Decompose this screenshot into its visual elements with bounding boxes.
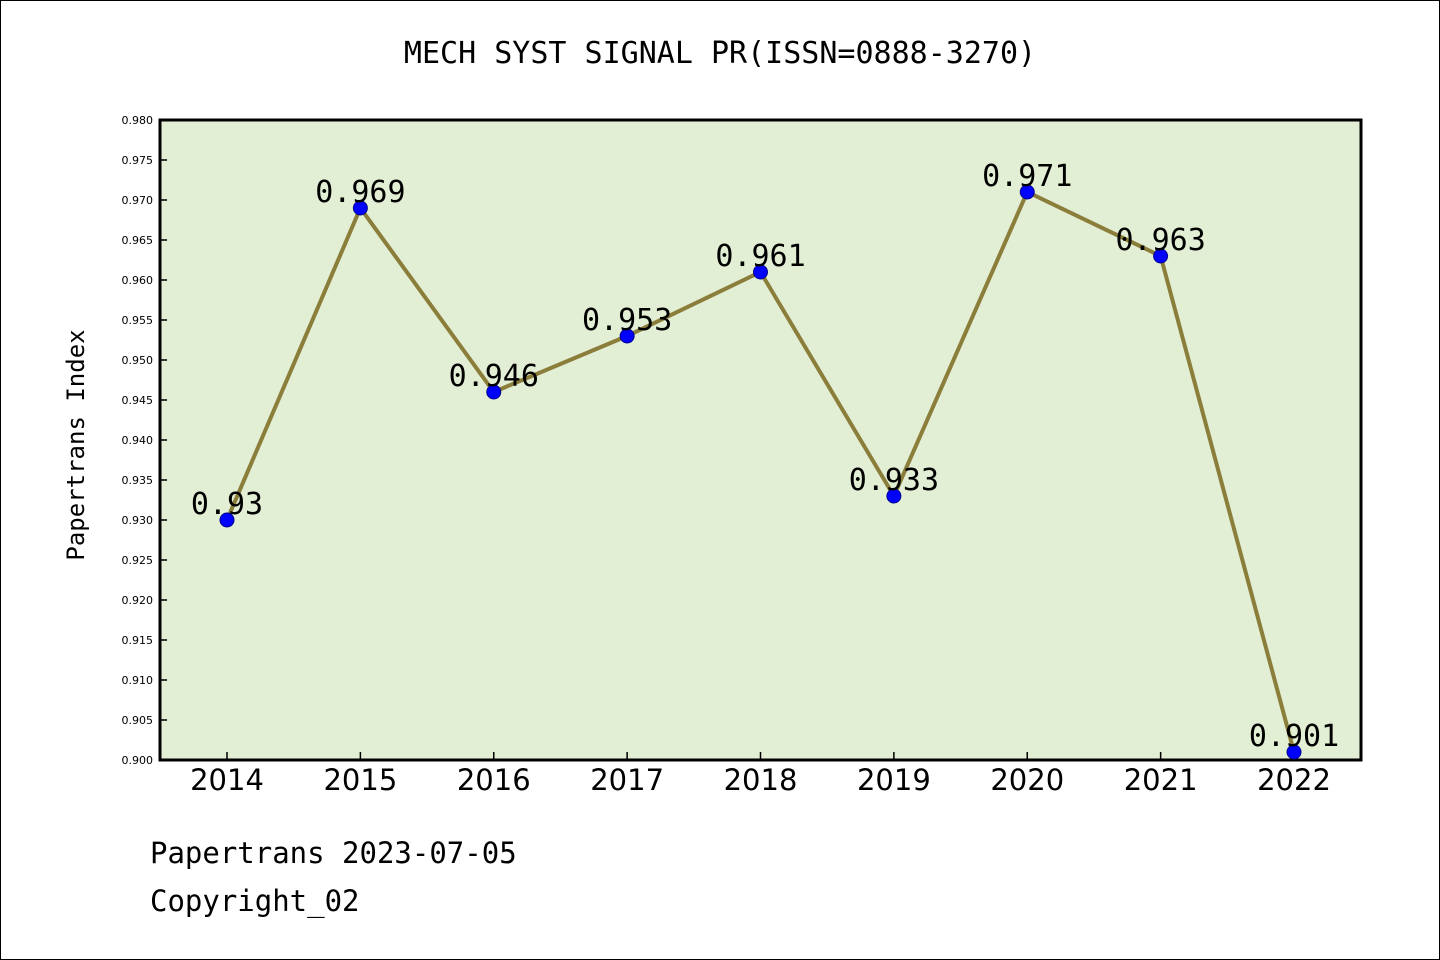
x-tick-label: 2020: [990, 763, 1064, 797]
y-tick-label: 0.965: [122, 234, 154, 247]
y-tick-label: 0.930: [122, 514, 154, 527]
x-tick-label: 2021: [1124, 763, 1198, 797]
data-point-2017: [619, 328, 635, 344]
data-point-2020: [1019, 184, 1035, 200]
y-tick-label: 0.915: [122, 634, 154, 647]
y-axis: 0.900 0.905 0.910 0.915 0.920 0.925 0.930 0.935…: [122, 114, 167, 767]
data-point-2021: [1153, 248, 1169, 264]
data-point-2016: [486, 384, 502, 400]
x-tick-label: 2016: [457, 763, 531, 797]
y-tick-label: 0.955: [122, 314, 154, 327]
y-tick-label: 0.940: [122, 434, 154, 447]
data-label-2015: 0.969: [315, 175, 405, 210]
x-tick-label: 2014: [190, 763, 264, 797]
data-point-2019: [886, 488, 902, 504]
data-label-2019: 0.933: [849, 463, 939, 498]
x-tick-label: 2017: [590, 763, 664, 797]
x-tick-label: 2015: [323, 763, 397, 797]
y-tick-label: 0.900: [122, 754, 154, 767]
y-tick-label: 0.905: [122, 714, 154, 727]
series-markers: [219, 184, 1302, 760]
data-label-2016: 0.946: [449, 359, 539, 394]
footer-copyright: Copyright_02: [150, 884, 360, 918]
y-tick-label: 0.970: [122, 194, 154, 207]
data-label-2020: 0.971: [982, 159, 1072, 194]
y-tick-label: 0.925: [122, 554, 154, 567]
y-tick-label: 0.945: [122, 394, 154, 407]
y-tick-label: 0.980: [122, 114, 154, 127]
footer-date: Papertrans 2023-07-05: [150, 836, 517, 870]
data-point-2018: [753, 264, 768, 280]
y-tick-label: 0.910: [122, 674, 154, 687]
data-labels: 0.93 0.969 0.946 0.953 0.961 0.933 0.971 0.963 0…: [191, 159, 1339, 754]
plot-area: [158, 118, 1363, 762]
data-point-2014: [219, 512, 235, 528]
data-label-2017: 0.953: [582, 303, 672, 338]
data-label-2014: 0.93: [191, 487, 263, 522]
data-point-2022: [1286, 744, 1302, 760]
y-tick-label: 0.975: [122, 154, 154, 167]
data-label-2018: 0.961: [715, 239, 805, 274]
x-tick-label: 2022: [1257, 763, 1331, 797]
chart-title: MECH SYST SIGNAL PR(ISSN=0888-3270): [403, 36, 1037, 71]
data-label-2021: 0.963: [1115, 223, 1205, 258]
x-tick-label: 2019: [857, 763, 931, 797]
y-tick-label: 0.950: [122, 354, 154, 367]
x-axis: 2014 2015 2016 2017 2018 2019 2020 2021 2022: [190, 752, 1331, 797]
y-tick-label: 0.960: [122, 274, 154, 287]
y-axis-title: Papertrans Index: [62, 329, 90, 560]
y-tick-label: 0.935: [122, 474, 154, 487]
x-tick-label: 2018: [724, 763, 798, 797]
data-point-2015: [352, 200, 368, 216]
y-tick-label: 0.920: [122, 594, 154, 607]
data-label-2022: 0.901: [1249, 719, 1339, 754]
